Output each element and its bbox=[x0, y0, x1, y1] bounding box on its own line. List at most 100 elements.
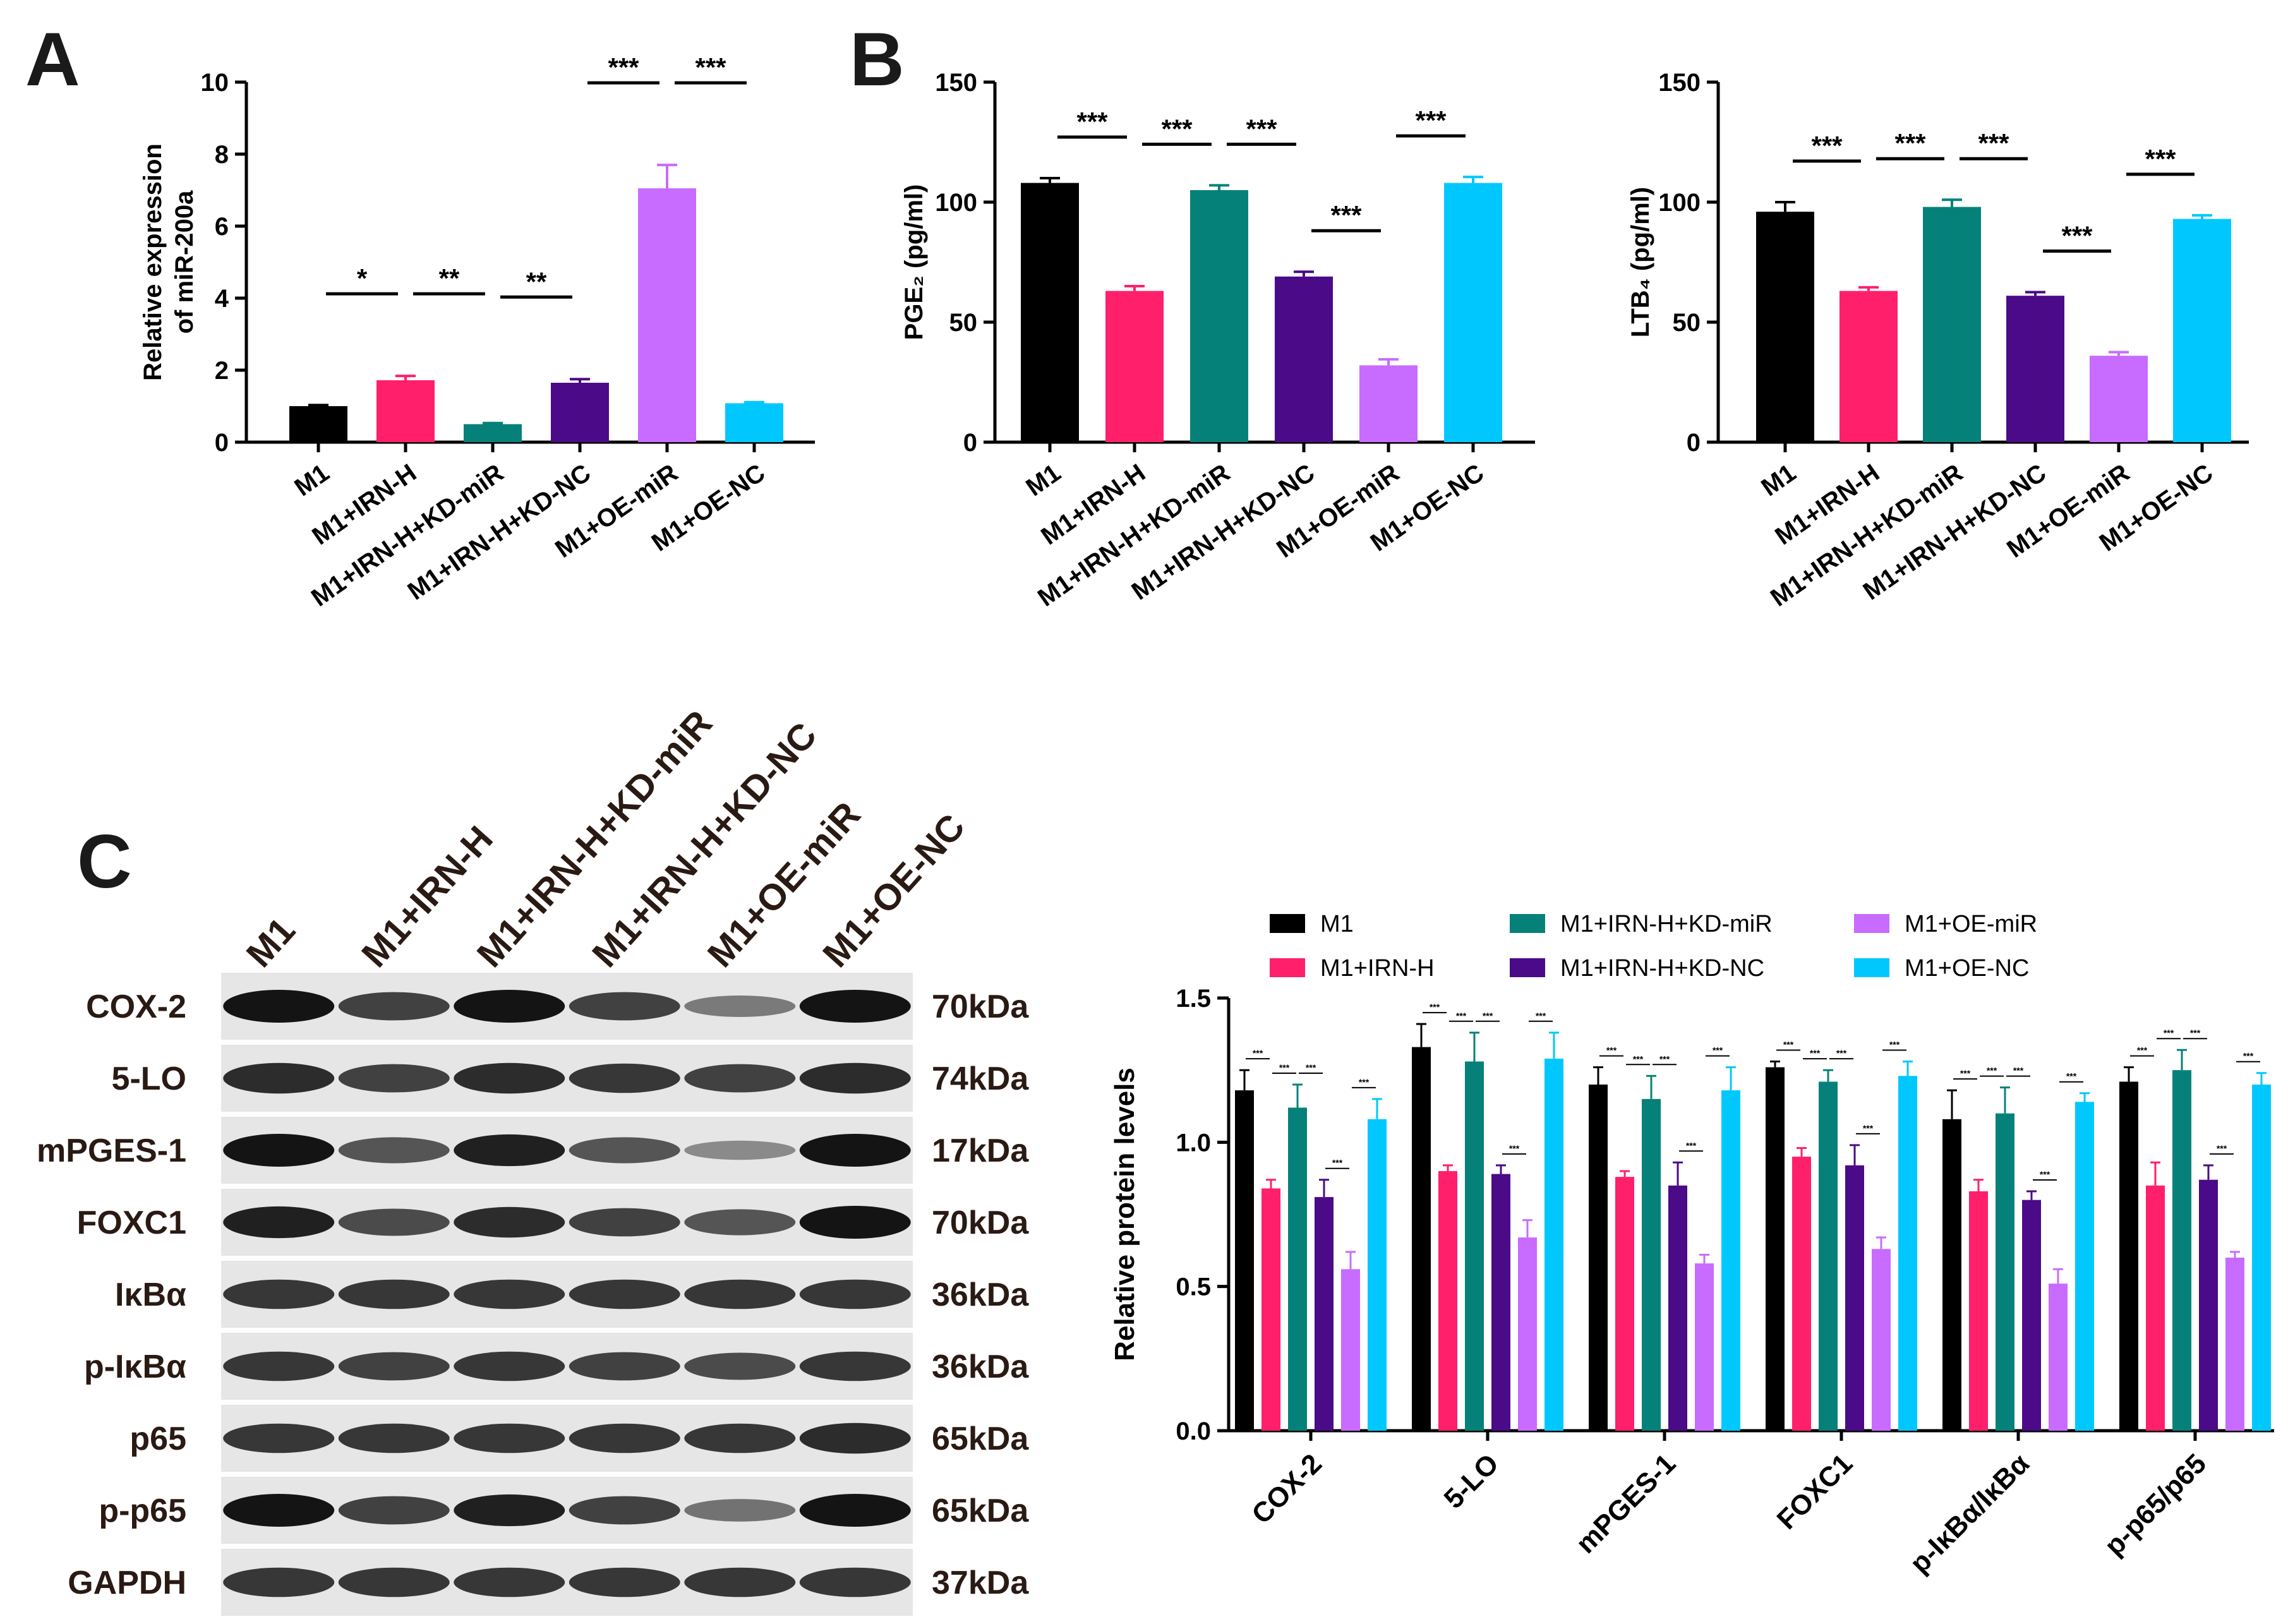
significance-label: *** bbox=[1606, 1045, 1617, 1056]
significance-label: *** bbox=[2190, 1028, 2201, 1038]
blot-band bbox=[338, 1064, 450, 1093]
significance-label: *** bbox=[1161, 114, 1193, 143]
legend-swatch bbox=[1510, 958, 1545, 977]
blot-band bbox=[569, 1208, 680, 1237]
significance-label: *** bbox=[2137, 1045, 2148, 1056]
blot-band bbox=[569, 1279, 680, 1309]
bar bbox=[2006, 296, 2064, 442]
blot-strip bbox=[221, 973, 913, 1040]
bar bbox=[2146, 1185, 2165, 1431]
blot-band bbox=[454, 1351, 565, 1381]
significance-label: *** bbox=[2013, 1066, 2024, 1076]
blot-band bbox=[454, 1134, 565, 1167]
bar bbox=[1615, 1177, 1634, 1431]
blot-band bbox=[454, 1423, 565, 1453]
y-tick-label: 150 bbox=[935, 69, 977, 97]
blot-band bbox=[684, 1423, 796, 1453]
significance-label: *** bbox=[1978, 128, 2009, 158]
legend-entry: M1+OE-NC bbox=[1905, 955, 2029, 982]
blot-band bbox=[684, 1140, 796, 1160]
bar bbox=[1412, 1047, 1431, 1431]
bar bbox=[2049, 1284, 2068, 1431]
bar bbox=[1969, 1191, 1988, 1431]
y-tick-label: 2 bbox=[215, 357, 229, 385]
bar bbox=[1996, 1113, 2014, 1431]
blot-band bbox=[799, 1134, 911, 1167]
blot-strip bbox=[221, 1117, 913, 1184]
blot-band bbox=[454, 990, 565, 1023]
blot-band bbox=[799, 1567, 911, 1597]
y-axis-label: of miR-200a bbox=[171, 190, 198, 334]
significance-label: *** bbox=[1713, 1045, 1723, 1056]
significance-label: *** bbox=[1987, 1066, 1997, 1076]
bar bbox=[1642, 1098, 1661, 1431]
bar bbox=[1359, 365, 1418, 442]
x-tick-label: 5-LO bbox=[1438, 1448, 1505, 1515]
blot-band bbox=[684, 1064, 796, 1093]
bar bbox=[1368, 1119, 1387, 1431]
bar bbox=[1341, 1269, 1360, 1431]
legend-swatch bbox=[1854, 914, 1889, 933]
bar bbox=[1444, 183, 1502, 442]
bar bbox=[1235, 1090, 1254, 1431]
bar bbox=[725, 403, 783, 442]
significance-label: *** bbox=[2164, 1028, 2174, 1038]
bar bbox=[1845, 1165, 1864, 1431]
blot-band bbox=[684, 1499, 796, 1522]
blot-band bbox=[338, 1279, 450, 1309]
blot-band bbox=[223, 1567, 335, 1597]
bar bbox=[1315, 1197, 1334, 1431]
legend-swatch bbox=[1510, 914, 1545, 933]
blot-band bbox=[569, 1423, 680, 1453]
blot-band bbox=[223, 1062, 335, 1094]
significance-label: *** bbox=[1430, 1002, 1440, 1012]
significance-label: *** bbox=[1456, 1011, 1467, 1021]
blot-band bbox=[338, 1423, 450, 1453]
legend-entry: M1+IRN-H bbox=[1320, 955, 1435, 982]
size-label: 70kDa bbox=[932, 989, 1029, 1025]
blot-band bbox=[223, 1351, 335, 1381]
bar bbox=[1465, 1061, 1484, 1431]
x-tick-label: COX-2 bbox=[1246, 1448, 1328, 1530]
protein-label: mPGES-1 bbox=[37, 1133, 186, 1169]
y-tick-label: 10 bbox=[201, 69, 229, 97]
blot-band bbox=[684, 995, 796, 1017]
y-tick-label: 0 bbox=[1687, 429, 1701, 457]
blot-strip bbox=[221, 1549, 913, 1616]
size-label: 37kDa bbox=[932, 1565, 1029, 1601]
bar bbox=[2022, 1200, 2041, 1431]
blot-band bbox=[684, 1209, 796, 1236]
legend-entry: M1+IRN-H+KD-miR bbox=[1560, 911, 1773, 937]
blot-band bbox=[223, 1279, 335, 1309]
protein-label: IκBα bbox=[115, 1277, 186, 1313]
blot-strip bbox=[221, 1045, 913, 1112]
y-tick-label: 0 bbox=[215, 429, 229, 457]
size-label: 36kDa bbox=[932, 1277, 1029, 1313]
y-axis-label: Relative expression bbox=[139, 143, 167, 381]
y-tick-label: 100 bbox=[935, 189, 977, 217]
y-tick-label: 6 bbox=[215, 213, 229, 241]
significance-label: *** bbox=[608, 52, 639, 82]
significance-label: *** bbox=[2040, 1169, 2050, 1179]
bar bbox=[2173, 219, 2231, 442]
blot-strip bbox=[221, 1189, 913, 1256]
blot-band bbox=[338, 992, 450, 1021]
y-tick-label: 8 bbox=[215, 141, 229, 169]
y-axis-label: PGE₂ (pg/ml) bbox=[900, 184, 928, 340]
protein-label: GAPDH bbox=[68, 1565, 186, 1601]
significance-label: *** bbox=[2145, 144, 2176, 174]
blot-band bbox=[338, 1352, 450, 1381]
bar bbox=[551, 382, 609, 442]
bar bbox=[2252, 1085, 2271, 1431]
significance-label: *** bbox=[1332, 1158, 1343, 1168]
blot-band bbox=[338, 1567, 450, 1597]
blot-band bbox=[799, 990, 911, 1023]
blot-band bbox=[569, 992, 680, 1021]
bar bbox=[1275, 276, 1333, 442]
significance-label: *** bbox=[1359, 1077, 1370, 1087]
bar bbox=[1898, 1076, 1917, 1431]
panel-label-a: A bbox=[25, 17, 80, 102]
